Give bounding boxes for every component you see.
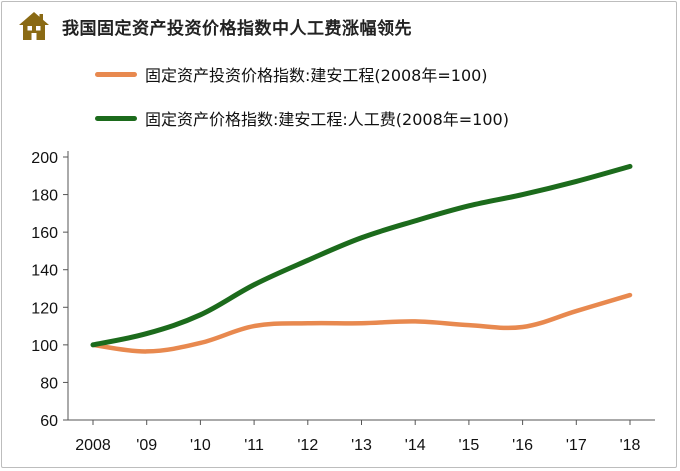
legend-swatch-construction bbox=[95, 71, 137, 77]
x-tick-label: '13 bbox=[351, 437, 372, 454]
legend: 固定资产投资价格指数:建安工程(2008年=100) 固定资产价格指数:建安工程… bbox=[95, 60, 509, 148]
y-tick-label: 100 bbox=[31, 338, 58, 355]
y-tick-label: 160 bbox=[31, 225, 58, 242]
x-tick-label: '09 bbox=[136, 437, 157, 454]
x-tick-label: '14 bbox=[405, 437, 426, 454]
series-line-labor bbox=[90, 163, 633, 348]
legend-label-labor: 固定资产价格指数:建安工程:人工费(2008年=100) bbox=[145, 110, 509, 129]
x-tick-label: '12 bbox=[297, 437, 318, 454]
y-tick-label: 120 bbox=[31, 300, 58, 317]
house-icon bbox=[19, 12, 49, 40]
y-tick-label: 200 bbox=[31, 150, 58, 167]
x-tick-label: '10 bbox=[190, 437, 211, 454]
legend-label-construction: 固定资产投资价格指数:建安工程(2008年=100) bbox=[145, 66, 488, 85]
series-line-construction bbox=[90, 292, 633, 354]
title-row: 我国固定资产投资价格指数中人工费涨幅领先 bbox=[18, 8, 412, 44]
series-layer bbox=[90, 163, 633, 354]
x-tick-label: '16 bbox=[512, 437, 533, 454]
y-tick-label: 60 bbox=[40, 413, 58, 430]
y-tick-label: 80 bbox=[40, 375, 58, 392]
x-tick-label: '18 bbox=[620, 437, 641, 454]
x-tick-label: '17 bbox=[566, 437, 587, 454]
chart-title: 我国固定资产投资价格指数中人工费涨幅领先 bbox=[62, 18, 412, 39]
y-tick-label: 180 bbox=[31, 188, 58, 205]
y-tick-label: 140 bbox=[31, 263, 58, 280]
x-tick-label: 2008 bbox=[75, 437, 111, 454]
legend-item-construction: 固定资产投资价格指数:建安工程(2008年=100) bbox=[95, 60, 509, 88]
axes bbox=[63, 151, 655, 425]
labels-layer: 60 80 100 120 140 160 180 200 2008 '09 '10 '11 '12 '1… bbox=[31, 150, 640, 454]
x-tick-label: '15 bbox=[458, 437, 479, 454]
x-tick-label: '11 bbox=[244, 437, 264, 454]
legend-swatch-labor bbox=[95, 115, 137, 121]
legend-item-labor: 固定资产价格指数:建安工程:人工费(2008年=100) bbox=[95, 104, 509, 132]
